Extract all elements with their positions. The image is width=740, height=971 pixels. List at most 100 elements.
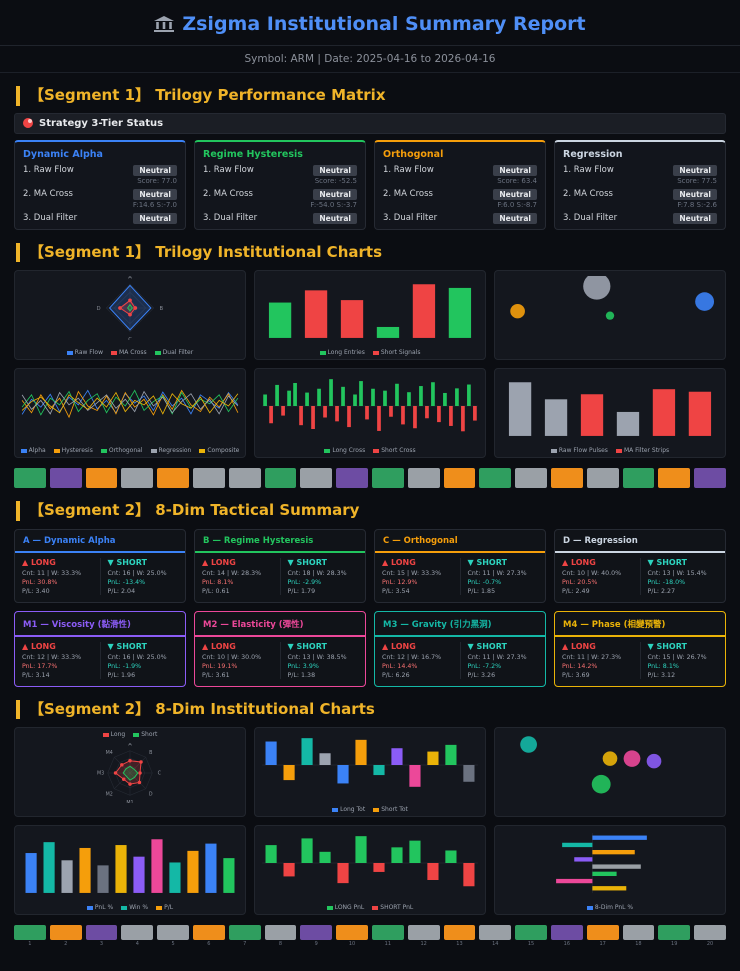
svg-text:A: A <box>128 743 132 747</box>
long-count: Cnt: 10 | W: 40.0% <box>562 569 622 577</box>
short-label: ▼ SHORT <box>467 557 507 567</box>
svg-text:B: B <box>160 306 164 312</box>
long-label: ▲ LONG <box>382 557 416 567</box>
svg-text:M1: M1 <box>126 800 133 803</box>
tier-detail: Score: 77.5 <box>677 176 717 185</box>
short-count: Cnt: 16 | W: 25.0% <box>107 653 167 661</box>
svg-text:M4: M4 <box>106 750 113 756</box>
strategy-name: Orthogonal <box>383 148 444 160</box>
bank-icon <box>154 16 175 32</box>
segment1-matrix-heading: 【Segment 1】 Trilogy Performance Matrix <box>16 86 724 106</box>
tactical-card-title: C — Orthogonal <box>375 530 545 553</box>
long-count: Cnt: 14 | W: 28.3% <box>202 569 262 577</box>
svg-text:C: C <box>128 337 132 340</box>
tactical-card-grid: A — Dynamic Alpha ▲ LONG Cnt: 11 | W: 33.… <box>14 528 726 687</box>
short-pl: P/L: 2.27 <box>647 587 676 595</box>
long-label: ▲ LONG <box>202 641 236 651</box>
tier-detail: F:7.8 S:-2.6 <box>677 200 717 209</box>
tier-detail: Score: -52.5 <box>314 176 357 185</box>
status-bar-label: Strategy 3-Tier Status <box>39 117 164 129</box>
short-pl: P/L: 1.79 <box>287 587 316 595</box>
tactical-card-d: D — Regression ▲ LONG Cnt: 10 | W: 40.0% P… <box>554 528 726 603</box>
tier-status-badge: Neutral <box>133 212 177 224</box>
tactical-card-m3: M3 — Gravity (引力黑洞) ▲ LONG Cnt: 12 | W: 1… <box>374 610 546 687</box>
short-count: Cnt: 13 | W: 15.4% <box>647 569 707 577</box>
segment2-charts-heading: 【Segment 2】 8-Dim Institutional Charts <box>16 699 724 719</box>
tier-label: 3. Dual Filter <box>203 213 258 223</box>
tactical-card-a: A — Dynamic Alpha ▲ LONG Cnt: 11 | W: 33.… <box>14 528 186 603</box>
long-count: Cnt: 10 | W: 30.0% <box>202 653 262 661</box>
dim8-grouped-bar-chart: PnL % Win % P/L <box>14 825 246 915</box>
long-pl: P/L: 3.61 <box>202 671 230 679</box>
svg-text:M3: M3 <box>97 771 104 777</box>
short-pl: P/L: 1.85 <box>467 587 496 595</box>
dim8-bubble-chart <box>494 727 726 817</box>
long-label: ▲ LONG <box>382 641 416 651</box>
tactical-card-m4: M4 — Phase (相變預警) ▲ LONG Cnt: 11 | W: 27.… <box>554 610 726 687</box>
trilogy-signal-bar-chart: Long Entries Short Signals <box>254 270 486 360</box>
strategy-status-bar: Strategy 3-Tier Status <box>14 112 726 134</box>
tactical-card-b: B — Regime Hysteresis ▲ LONG Cnt: 14 | W:… <box>194 528 366 603</box>
svg-text:A: A <box>128 276 132 281</box>
tier-detail: F:6.0 S:-8.7 <box>497 200 537 209</box>
long-count: Cnt: 12 | W: 33.3% <box>22 653 82 661</box>
tier-label: 3. Dual Filter <box>383 213 438 223</box>
long-pl: P/L: 3.14 <box>22 671 50 679</box>
long-pnl: PnL: 30.8% <box>22 578 58 586</box>
tier-detail: F:14.6 S:-7.0 <box>132 200 177 209</box>
segment2-summary-heading: 【Segment 2】 8-Dim Tactical Summary <box>16 501 724 521</box>
tactical-card-title: M2 — Elasticity (彈性) <box>195 612 365 637</box>
tactical-card-title: M1 — Viscosity (黏滑性) <box>15 612 185 637</box>
tier-detail: Score: 63.4 <box>497 176 537 185</box>
long-count: Cnt: 11 | W: 33.3% <box>22 569 82 577</box>
segment1-chart-row-2: Alpha Hysteresis Orthogonal Regression Compo… <box>14 368 726 458</box>
long-pnl: PnL: 17.7% <box>22 662 58 670</box>
short-pnl: PnL: -13.4% <box>107 578 146 586</box>
tactical-card-title: D — Regression <box>555 530 725 553</box>
trilogy-heatmap-strip <box>14 468 726 488</box>
tactical-card-title: M4 — Phase (相變預警) <box>555 612 725 637</box>
long-label: ▲ LONG <box>22 557 56 567</box>
long-count: Cnt: 12 | W: 16.7% <box>382 653 442 661</box>
long-count: Cnt: 15 | W: 33.3% <box>382 569 442 577</box>
short-count: Cnt: 15 | W: 26.7% <box>647 653 707 661</box>
short-label: ▼ SHORT <box>647 557 687 567</box>
short-pl: P/L: 1.38 <box>287 671 316 679</box>
svg-text:D: D <box>149 792 153 798</box>
long-pnl: PnL: 8.1% <box>202 578 234 586</box>
tier-status-badge: Neutral <box>493 164 537 176</box>
short-pnl: PnL: -7.2% <box>467 662 502 670</box>
long-pnl: PnL: 14.2% <box>562 662 598 670</box>
tier-label: 2. MA Cross <box>203 189 253 199</box>
long-pl: P/L: 0.61 <box>202 587 230 595</box>
tactical-card-title: A — Dynamic Alpha <box>15 530 185 553</box>
tier-status-badge: Neutral <box>313 164 357 176</box>
trilogy-line-chart: Alpha Hysteresis Orthogonal Regression Compo… <box>14 368 246 458</box>
tier-status-badge: Neutral <box>493 212 537 224</box>
svg-text:D: D <box>97 306 101 312</box>
strategy-name: Regression <box>563 148 623 160</box>
short-pl: P/L: 3.12 <box>647 671 676 679</box>
target-icon <box>23 118 33 128</box>
page-title: Zsigma Institutional Summary Report <box>182 13 586 35</box>
short-count: Cnt: 11 | W: 27.3% <box>467 569 527 577</box>
short-label: ▼ SHORT <box>107 557 147 567</box>
tier-label: 1. Raw Flow <box>383 165 434 175</box>
long-label: ▲ LONG <box>202 557 236 567</box>
tier-detail: Score: 77.0 <box>137 176 177 185</box>
tier-status-badge: Neutral <box>313 212 357 224</box>
long-pl: P/L: 3.40 <box>22 587 50 595</box>
long-pl: P/L: 3.69 <box>562 671 590 679</box>
trilogy-pulse-bar-chart: Raw Flow Pulses MA Filter Strips <box>494 368 726 458</box>
tier-status-badge: Neutral <box>313 188 357 200</box>
short-pnl: PnL: 3.9% <box>287 662 319 670</box>
tier-status-badge: Neutral <box>673 188 717 200</box>
tier-label: 2. MA Cross <box>563 189 613 199</box>
tier-label: 1. Raw Flow <box>23 165 74 175</box>
short-label: ▼ SHORT <box>107 641 147 651</box>
tier-label: 1. Raw Flow <box>563 165 614 175</box>
short-pl: P/L: 3.26 <box>467 671 496 679</box>
